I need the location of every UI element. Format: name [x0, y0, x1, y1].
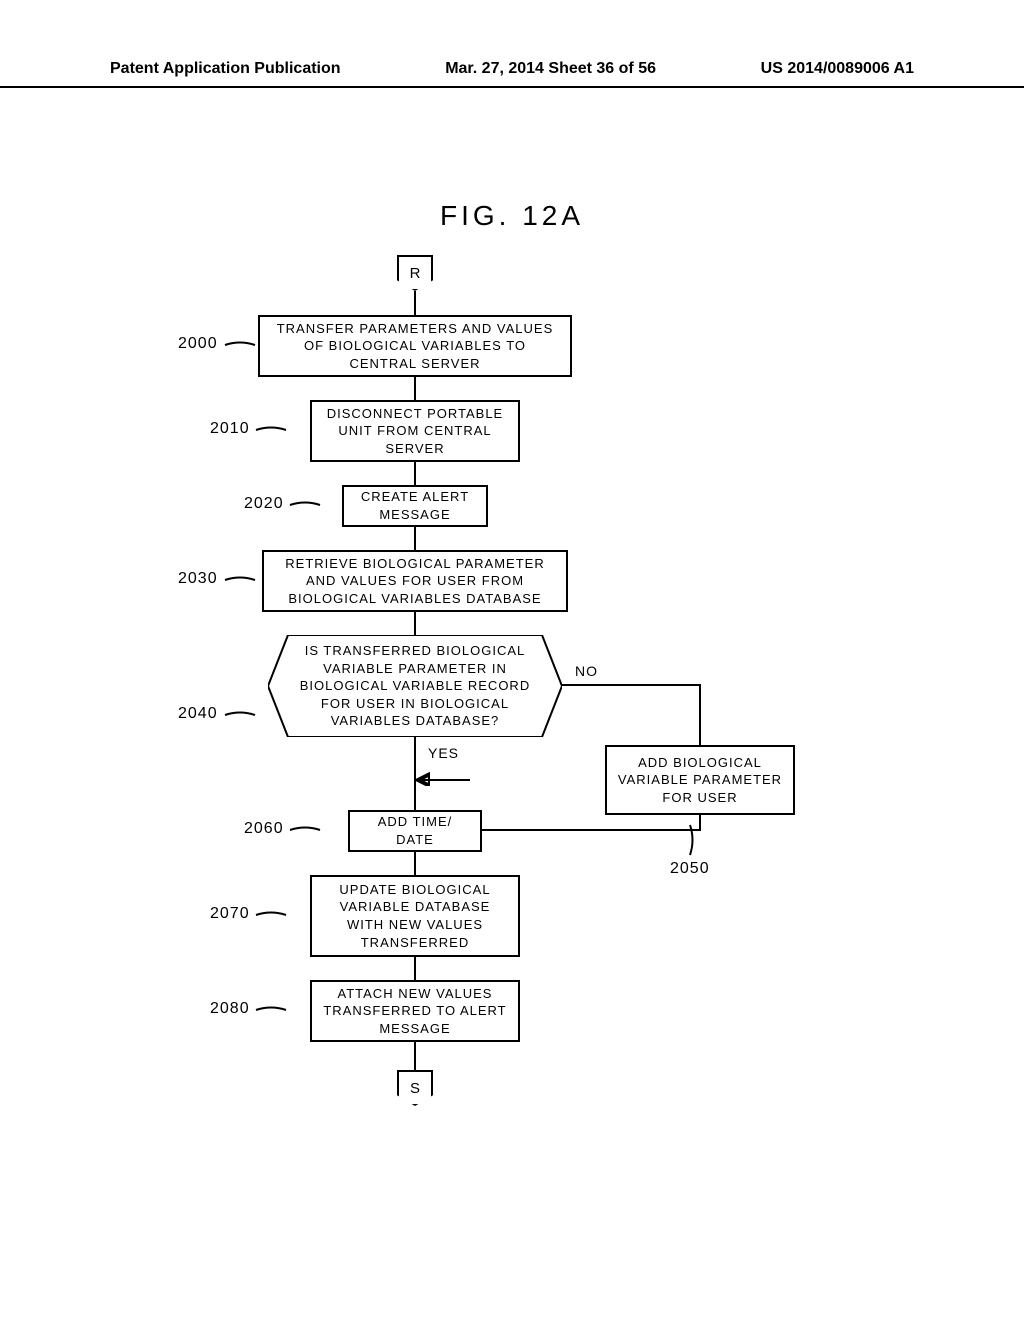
- branch-yes-label: YES: [428, 745, 459, 761]
- process-2020-text: CREATE ALERT MESSAGE: [352, 488, 478, 523]
- process-2000-text: TRANSFER PARAMETERS AND VALUES OF BIOLOG…: [268, 320, 562, 373]
- page-header: Patent Application Publication Mar. 27, …: [0, 60, 1024, 88]
- figure-title: FIG. 12A: [0, 200, 1024, 232]
- process-2070: UPDATE BIOLOGICAL VARIABLE DATABASE WITH…: [310, 875, 520, 957]
- process-2020: CREATE ALERT MESSAGE: [342, 485, 488, 527]
- process-2050-text: ADD BIOLOGICAL VARIABLE PARAMETER FOR US…: [615, 754, 785, 807]
- connector-start: R: [397, 255, 433, 291]
- process-2000: TRANSFER PARAMETERS AND VALUES OF BIOLOG…: [258, 315, 572, 377]
- process-2060: ADD TIME/ DATE: [348, 810, 482, 852]
- ref-2080: 2080: [210, 1000, 250, 1018]
- header-right: US 2014/0089006 A1: [761, 60, 914, 78]
- ref-2020: 2020: [244, 495, 284, 513]
- ref-2060: 2060: [244, 820, 284, 838]
- ref-2040: 2040: [178, 705, 218, 723]
- process-2010-text: DISCONNECT PORTABLE UNIT FROM CENTRAL SE…: [320, 405, 510, 458]
- ref-2050: 2050: [670, 860, 710, 878]
- header-left: Patent Application Publication: [110, 60, 341, 78]
- process-2080-text: ATTACH NEW VALUES TRANSFERRED TO ALERT M…: [320, 985, 510, 1038]
- ref-2010: 2010: [210, 420, 250, 438]
- connector-start-label: R: [410, 265, 421, 282]
- branch-no-label: NO: [575, 663, 598, 679]
- connector-end-label: S: [410, 1080, 420, 1097]
- process-2080: ATTACH NEW VALUES TRANSFERRED TO ALERT M…: [310, 980, 520, 1042]
- ref-2030: 2030: [178, 570, 218, 588]
- header-center: Mar. 27, 2014 Sheet 36 of 56: [445, 60, 656, 78]
- process-2050: ADD BIOLOGICAL VARIABLE PARAMETER FOR US…: [605, 745, 795, 815]
- process-2030: RETRIEVE BIOLOGICAL PARAMETER AND VALUES…: [262, 550, 568, 612]
- ref-2070: 2070: [210, 905, 250, 923]
- process-2070-text: UPDATE BIOLOGICAL VARIABLE DATABASE WITH…: [320, 881, 510, 951]
- ref-2000: 2000: [178, 335, 218, 353]
- decision-2040-text: IS TRANSFERRED BIOLOGICAL VARIABLE PARAM…: [295, 642, 535, 730]
- connector-end: S: [397, 1070, 433, 1106]
- decision-2040: IS TRANSFERRED BIOLOGICAL VARIABLE PARAM…: [268, 635, 562, 737]
- process-2010: DISCONNECT PORTABLE UNIT FROM CENTRAL SE…: [310, 400, 520, 462]
- process-2060-text: ADD TIME/ DATE: [358, 813, 472, 848]
- process-2030-text: RETRIEVE BIOLOGICAL PARAMETER AND VALUES…: [272, 555, 558, 608]
- flowchart: R TRANSFER PARAMETERS AND VALUES OF BIOL…: [0, 255, 1024, 1155]
